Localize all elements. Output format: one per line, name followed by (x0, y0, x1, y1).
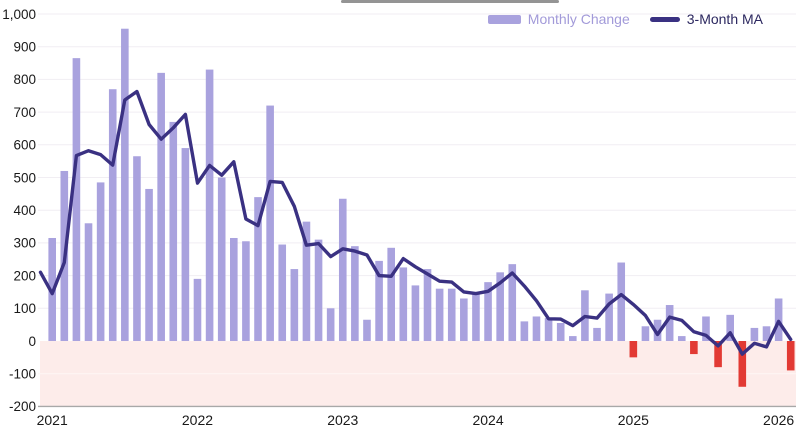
x-tick-label: 2021 (37, 412, 68, 428)
monthly-bar (181, 148, 190, 341)
monthly-bar (121, 28, 129, 342)
monthly-bar (435, 288, 444, 341)
monthly-bar (157, 72, 165, 342)
monthly-bar (230, 237, 238, 341)
x-tick-label: 2026 (763, 412, 794, 428)
monthly-bar (556, 323, 565, 341)
x-tick-label: 2025 (618, 412, 649, 428)
monthly-bar (242, 241, 250, 341)
ma-line-swatch-icon (649, 16, 680, 22)
monthly-bar (302, 221, 311, 341)
x-tick-label: 2022 (182, 412, 213, 428)
monthly-bar (205, 69, 214, 341)
chart-legend: Monthly Change 3-Month MA (487, 11, 763, 27)
x-tick-label: 2024 (472, 412, 503, 428)
monthly-bar (690, 341, 698, 355)
monthly-bar (786, 341, 795, 371)
monthly-bar (399, 267, 408, 341)
monthly-bar (750, 327, 759, 341)
monthly-change-bars (48, 28, 795, 387)
monthly-bar (520, 321, 529, 341)
monthly-bar (762, 326, 771, 341)
monthly-bar (254, 197, 262, 341)
monthly-bar (96, 182, 105, 341)
monthly-bar (84, 223, 93, 341)
monthly-bar (411, 285, 420, 341)
monthly-bar (484, 282, 492, 341)
monthly-bar (363, 319, 371, 341)
y-axis-labels: 1,000 900 800 700 600 500 400 300 200 100 0 -100 -20… (2, 7, 36, 414)
y-tick-label: 200 (13, 268, 36, 283)
monthly-bar (266, 105, 274, 341)
monthly-bar (472, 293, 480, 341)
monthly-bar (387, 247, 395, 341)
monthly-bar (569, 336, 577, 341)
monthly-bar (338, 198, 347, 341)
monthly-bar (290, 269, 299, 341)
x-tick-label: 2023 (327, 412, 358, 428)
y-tick-label: -200 (9, 399, 36, 414)
legend-label-monthly-change: Monthly Change (527, 11, 630, 27)
monthly-bar (460, 298, 468, 341)
monthly-bar (193, 278, 202, 341)
scrollbar-thumb[interactable] (341, 0, 559, 3)
y-tick-label: 500 (13, 170, 36, 185)
monthly-bar (278, 244, 287, 341)
y-tick-label: 400 (13, 203, 36, 218)
monthly-bar (641, 326, 650, 341)
monthly-bar (351, 246, 359, 341)
y-tick-label: 1,000 (2, 7, 36, 22)
monthly-bar (72, 58, 81, 342)
monthly-bar (447, 288, 456, 341)
monthly-bar (496, 272, 504, 341)
y-tick-label: 100 (13, 301, 36, 316)
y-tick-label: 800 (13, 72, 36, 87)
y-tick-label: 700 (13, 105, 36, 120)
monthly-bar (605, 293, 613, 341)
monthly-bar (133, 156, 141, 341)
monthly-bar (145, 188, 153, 341)
y-tick-label: 0 (28, 334, 36, 349)
monthly-bar (738, 341, 747, 387)
y-tick-label: 600 (13, 138, 36, 153)
monthly-bar (169, 121, 178, 341)
y-tick-label: 900 (13, 40, 36, 55)
y-tick-label: -100 (9, 367, 36, 382)
legend-item-3-month-ma[interactable]: 3-Month MA (649, 11, 763, 27)
monthly-bar (593, 327, 601, 341)
legend-item-monthly-change[interactable]: Monthly Change (487, 11, 630, 27)
monthly-bar (544, 318, 553, 341)
monthly-change-swatch-icon (487, 14, 521, 24)
monthly-bar (217, 177, 226, 341)
monthly-bar (423, 269, 432, 341)
monthly-bar (314, 239, 323, 341)
y-tick-label: 300 (13, 236, 36, 251)
monthly-bar (326, 308, 335, 341)
monthly-bar (532, 316, 541, 341)
legend-label-3-month-ma: 3-Month MA (686, 11, 763, 27)
monthly-bar (653, 319, 662, 341)
monthly-bar (665, 305, 674, 341)
monthly-bar (375, 260, 383, 341)
x-axis-labels: 2021 2022 2023 2024 2025 2026 (37, 412, 795, 428)
three-month-ma-line (38, 89, 793, 356)
monthly-bar (726, 314, 734, 341)
monthly-bar (108, 89, 117, 342)
monthly-bar (714, 341, 722, 368)
monthly-bar (617, 262, 626, 341)
monthly-bar (702, 316, 710, 341)
monthly-bar (508, 264, 517, 341)
monthly-bar (629, 341, 638, 358)
monthly-bar (677, 336, 686, 341)
